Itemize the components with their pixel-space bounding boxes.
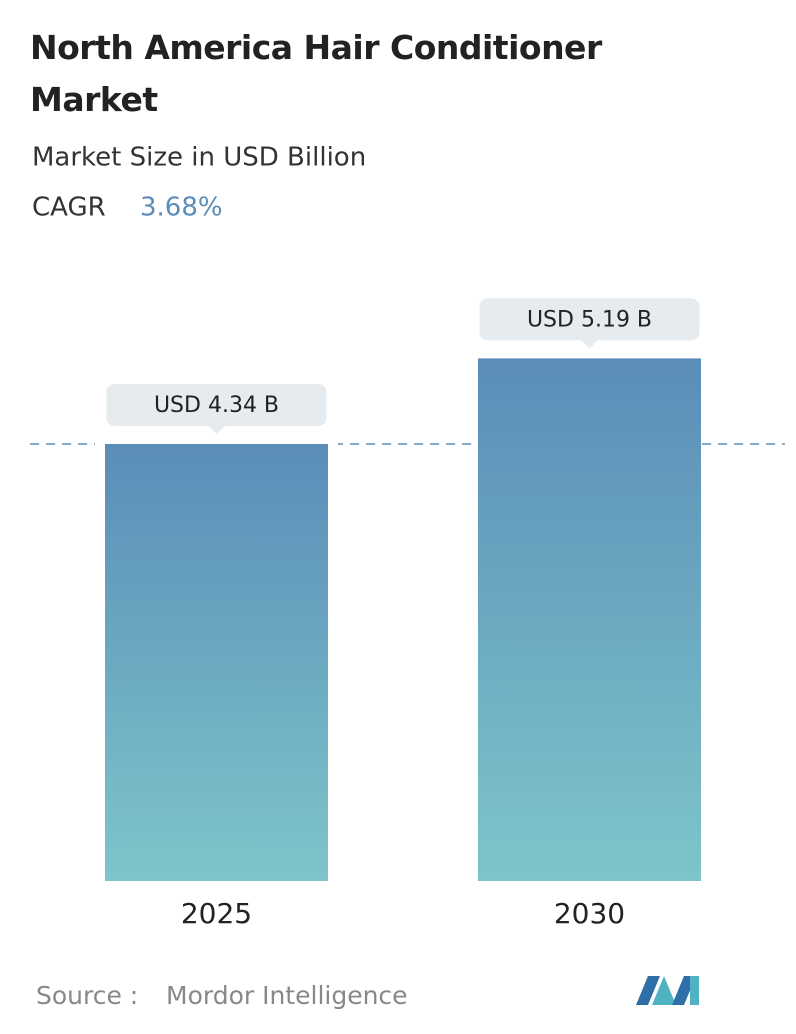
title-box: North America Hair Conditioner Market [30,28,602,119]
source-label: Source : [36,981,138,1010]
cagr-value: 3.68% [140,193,223,223]
chart-title: North America Hair Conditioner Market [30,28,602,119]
value-label: USD 5.19 B [527,307,652,332]
label-box [106,383,327,426]
source: Mordor Intelligence [166,981,408,1010]
x-tick-label: 2030 [554,897,625,930]
logo [636,976,699,1005]
value-label: USD 4.34 B [154,393,279,418]
bar [478,358,701,881]
label-pointer [581,340,598,349]
cagr-label: CAGR [32,193,106,223]
x-tick-label: 2025 [181,897,252,930]
bar [105,443,328,881]
chart-subtitle: Market Size in USD Billion [32,143,366,173]
label-pointer [208,425,225,434]
label-box [479,298,700,341]
